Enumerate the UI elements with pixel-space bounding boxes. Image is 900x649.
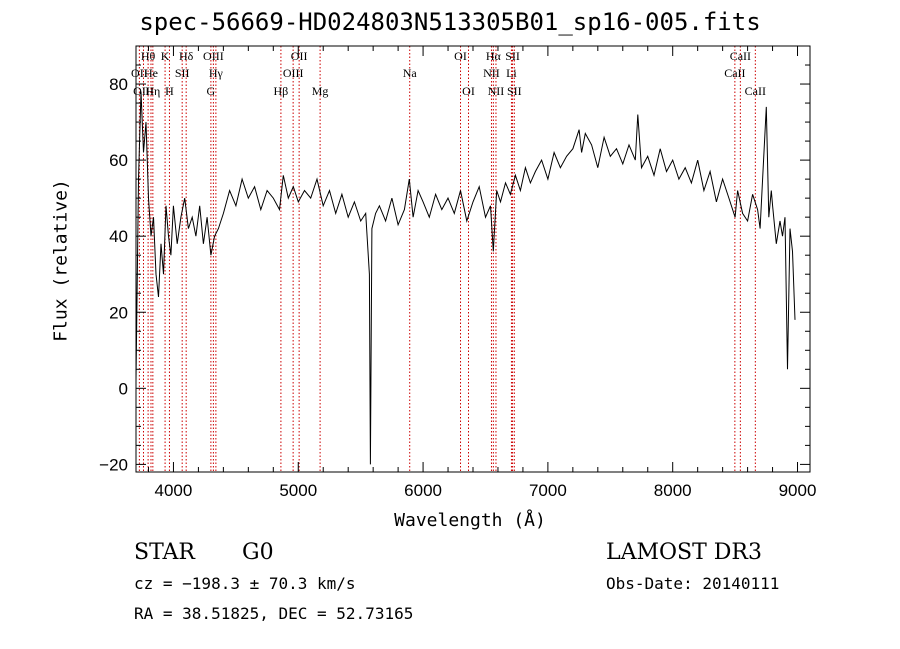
chart-title: spec-56669-HD024803N513305B01_sp16-005.f… [139,8,761,36]
spectral-line-label: NII [483,66,500,80]
spectral-line-label: OII [131,66,148,80]
y-tick-label: 40 [109,227,128,246]
x-tick-label: 8000 [654,481,692,500]
spectral-line-label: Hβ [274,84,289,98]
spectral-line-label: OI [462,84,475,98]
plot-frame [135,45,811,473]
axes: 4000 5000 6000 7000 8000 9000 −20 0 20 40 60 80 [99,46,816,500]
x-tick-label: 9000 [779,481,817,500]
spectral-line-label: SII [507,84,522,98]
spectral-line-label: Hθ [141,49,156,63]
spectral-line-markers [138,46,756,472]
spectral-line-label: OIII [133,84,154,98]
y-axis-label: Flux (relative) [50,179,72,342]
spectral-line-label: OIII [283,66,304,80]
spectral-line-label: NII [488,84,505,98]
x-tick-label: 4000 [155,481,193,500]
spectral-line-label: Hη [145,84,160,98]
x-tick-label: 7000 [529,481,567,500]
spectrum-series [135,91,796,465]
spectral-line-label: Li [506,66,517,80]
y-tick-label: 80 [109,75,128,94]
spectral-line-label: Hγ [209,66,224,80]
spectral-line-label: SII [505,49,520,63]
y-tick-label: −20 [99,455,128,474]
spectral-line-label: SII [175,66,190,80]
x-tick-label: 6000 [404,481,442,500]
y-tick-label: 20 [109,303,128,322]
spectral-line-label: Mg [312,84,329,98]
survey-name: LAMOST DR3 [606,540,762,565]
spectral-line-label: CaII [730,49,751,63]
spectrum-line [135,91,796,465]
spectral-line-label: Na [403,66,418,80]
spectral-line-label: K [161,49,170,63]
spectral-line-label: Hδ [179,49,194,63]
object-class: STAR [134,540,195,565]
y-tick-label: 60 [109,151,128,170]
cz-value: cz = −198.3 ± 70.3 km/s [134,574,356,593]
spectral-line-label: H [165,84,174,98]
spectral-line-label: G [207,84,216,98]
spectral-line-label: OIII [203,49,224,63]
spectral-line-label: CaII [745,84,766,98]
object-subclass: G0 [242,540,274,565]
spectral-line-label: CaII [724,66,745,80]
spectral-line-label: He [144,66,158,80]
x-axis-label: Wavelength (Å) [394,510,546,531]
ra-dec: RA = 38.51825, DEC = 52.73165 [134,604,414,623]
x-tick-label: 5000 [279,481,317,500]
spectral-line-label: Hα [486,49,502,63]
obs-date: Obs-Date: 20140111 [606,574,780,593]
spectral-line-label: OI [454,49,467,63]
spectral-line-label: OII [291,49,308,63]
y-tick-label: 0 [119,379,128,398]
